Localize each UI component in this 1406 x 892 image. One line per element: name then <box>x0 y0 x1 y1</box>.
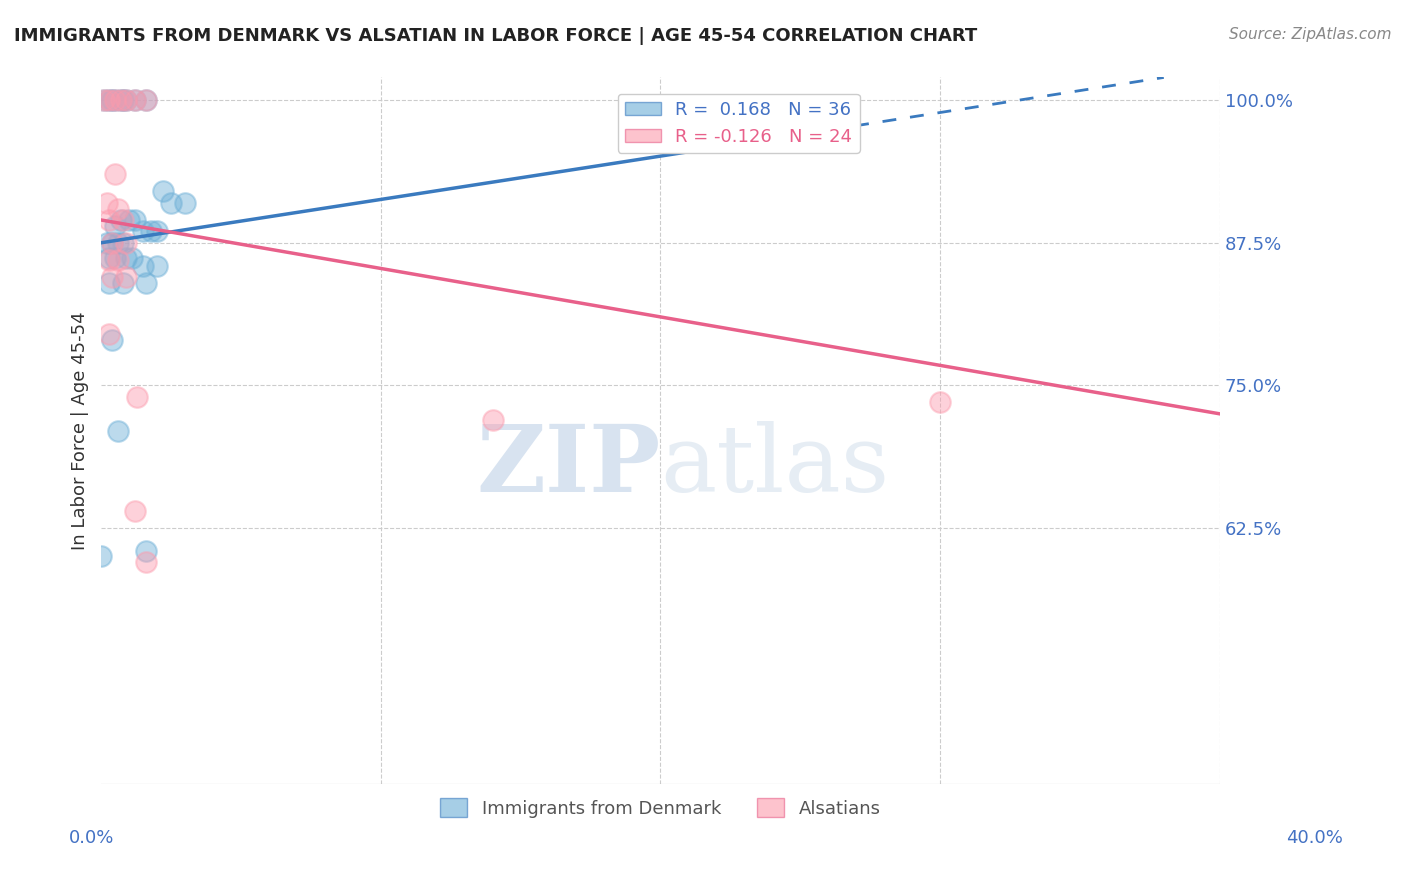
Text: IMMIGRANTS FROM DENMARK VS ALSATIAN IN LABOR FORCE | AGE 45-54 CORRELATION CHART: IMMIGRANTS FROM DENMARK VS ALSATIAN IN L… <box>14 27 977 45</box>
Point <box>135 93 157 107</box>
Point <box>107 252 129 267</box>
Legend: Immigrants from Denmark, Alsatians: Immigrants from Denmark, Alsatians <box>433 791 887 825</box>
Text: Source: ZipAtlas.com: Source: ZipAtlas.com <box>1229 27 1392 42</box>
Point <box>929 395 952 409</box>
Point <box>98 276 121 290</box>
Point <box>98 251 121 265</box>
Point <box>98 93 121 107</box>
Point <box>124 213 146 227</box>
Point <box>481 412 503 426</box>
Point <box>174 195 197 210</box>
Point <box>98 326 121 341</box>
Point <box>115 93 138 107</box>
Point <box>127 390 149 404</box>
Point <box>146 224 169 238</box>
Point <box>98 93 121 107</box>
Y-axis label: In Labor Force | Age 45-54: In Labor Force | Age 45-54 <box>72 311 89 550</box>
Point <box>115 270 138 285</box>
Text: 40.0%: 40.0% <box>1286 829 1343 847</box>
Point <box>112 276 135 290</box>
Point <box>96 235 118 250</box>
Point <box>101 235 124 250</box>
Point <box>112 93 135 107</box>
Point <box>118 213 141 227</box>
Point <box>132 259 155 273</box>
Point <box>112 235 135 250</box>
Point <box>124 93 146 107</box>
Text: ZIP: ZIP <box>477 421 661 511</box>
Point <box>90 549 112 564</box>
Point <box>112 213 135 227</box>
Point <box>115 235 138 250</box>
Point <box>132 224 155 238</box>
Point <box>98 213 121 227</box>
Point <box>146 259 169 273</box>
Text: atlas: atlas <box>661 421 890 511</box>
Point <box>135 555 157 569</box>
Point <box>93 93 115 107</box>
Point <box>152 185 174 199</box>
Point <box>124 504 146 518</box>
Point <box>135 276 157 290</box>
Point <box>135 93 157 107</box>
Point <box>101 270 124 285</box>
Point <box>101 333 124 347</box>
Point <box>115 251 138 265</box>
Point <box>101 93 124 107</box>
Point <box>101 235 124 250</box>
Point <box>104 219 127 233</box>
Point <box>104 251 127 265</box>
Point <box>124 93 146 107</box>
Point <box>110 93 132 107</box>
Point <box>107 235 129 250</box>
Point <box>115 93 138 107</box>
Point <box>121 251 143 265</box>
Point <box>98 252 121 267</box>
Point <box>104 93 127 107</box>
Point <box>104 167 127 181</box>
Text: 0.0%: 0.0% <box>69 829 114 847</box>
Point <box>107 202 129 216</box>
Point <box>107 424 129 438</box>
Point <box>110 93 132 107</box>
Point <box>141 224 163 238</box>
Point <box>93 93 115 107</box>
Point <box>104 93 127 107</box>
Point <box>96 195 118 210</box>
Point <box>160 195 183 210</box>
Point <box>135 543 157 558</box>
Point <box>110 213 132 227</box>
